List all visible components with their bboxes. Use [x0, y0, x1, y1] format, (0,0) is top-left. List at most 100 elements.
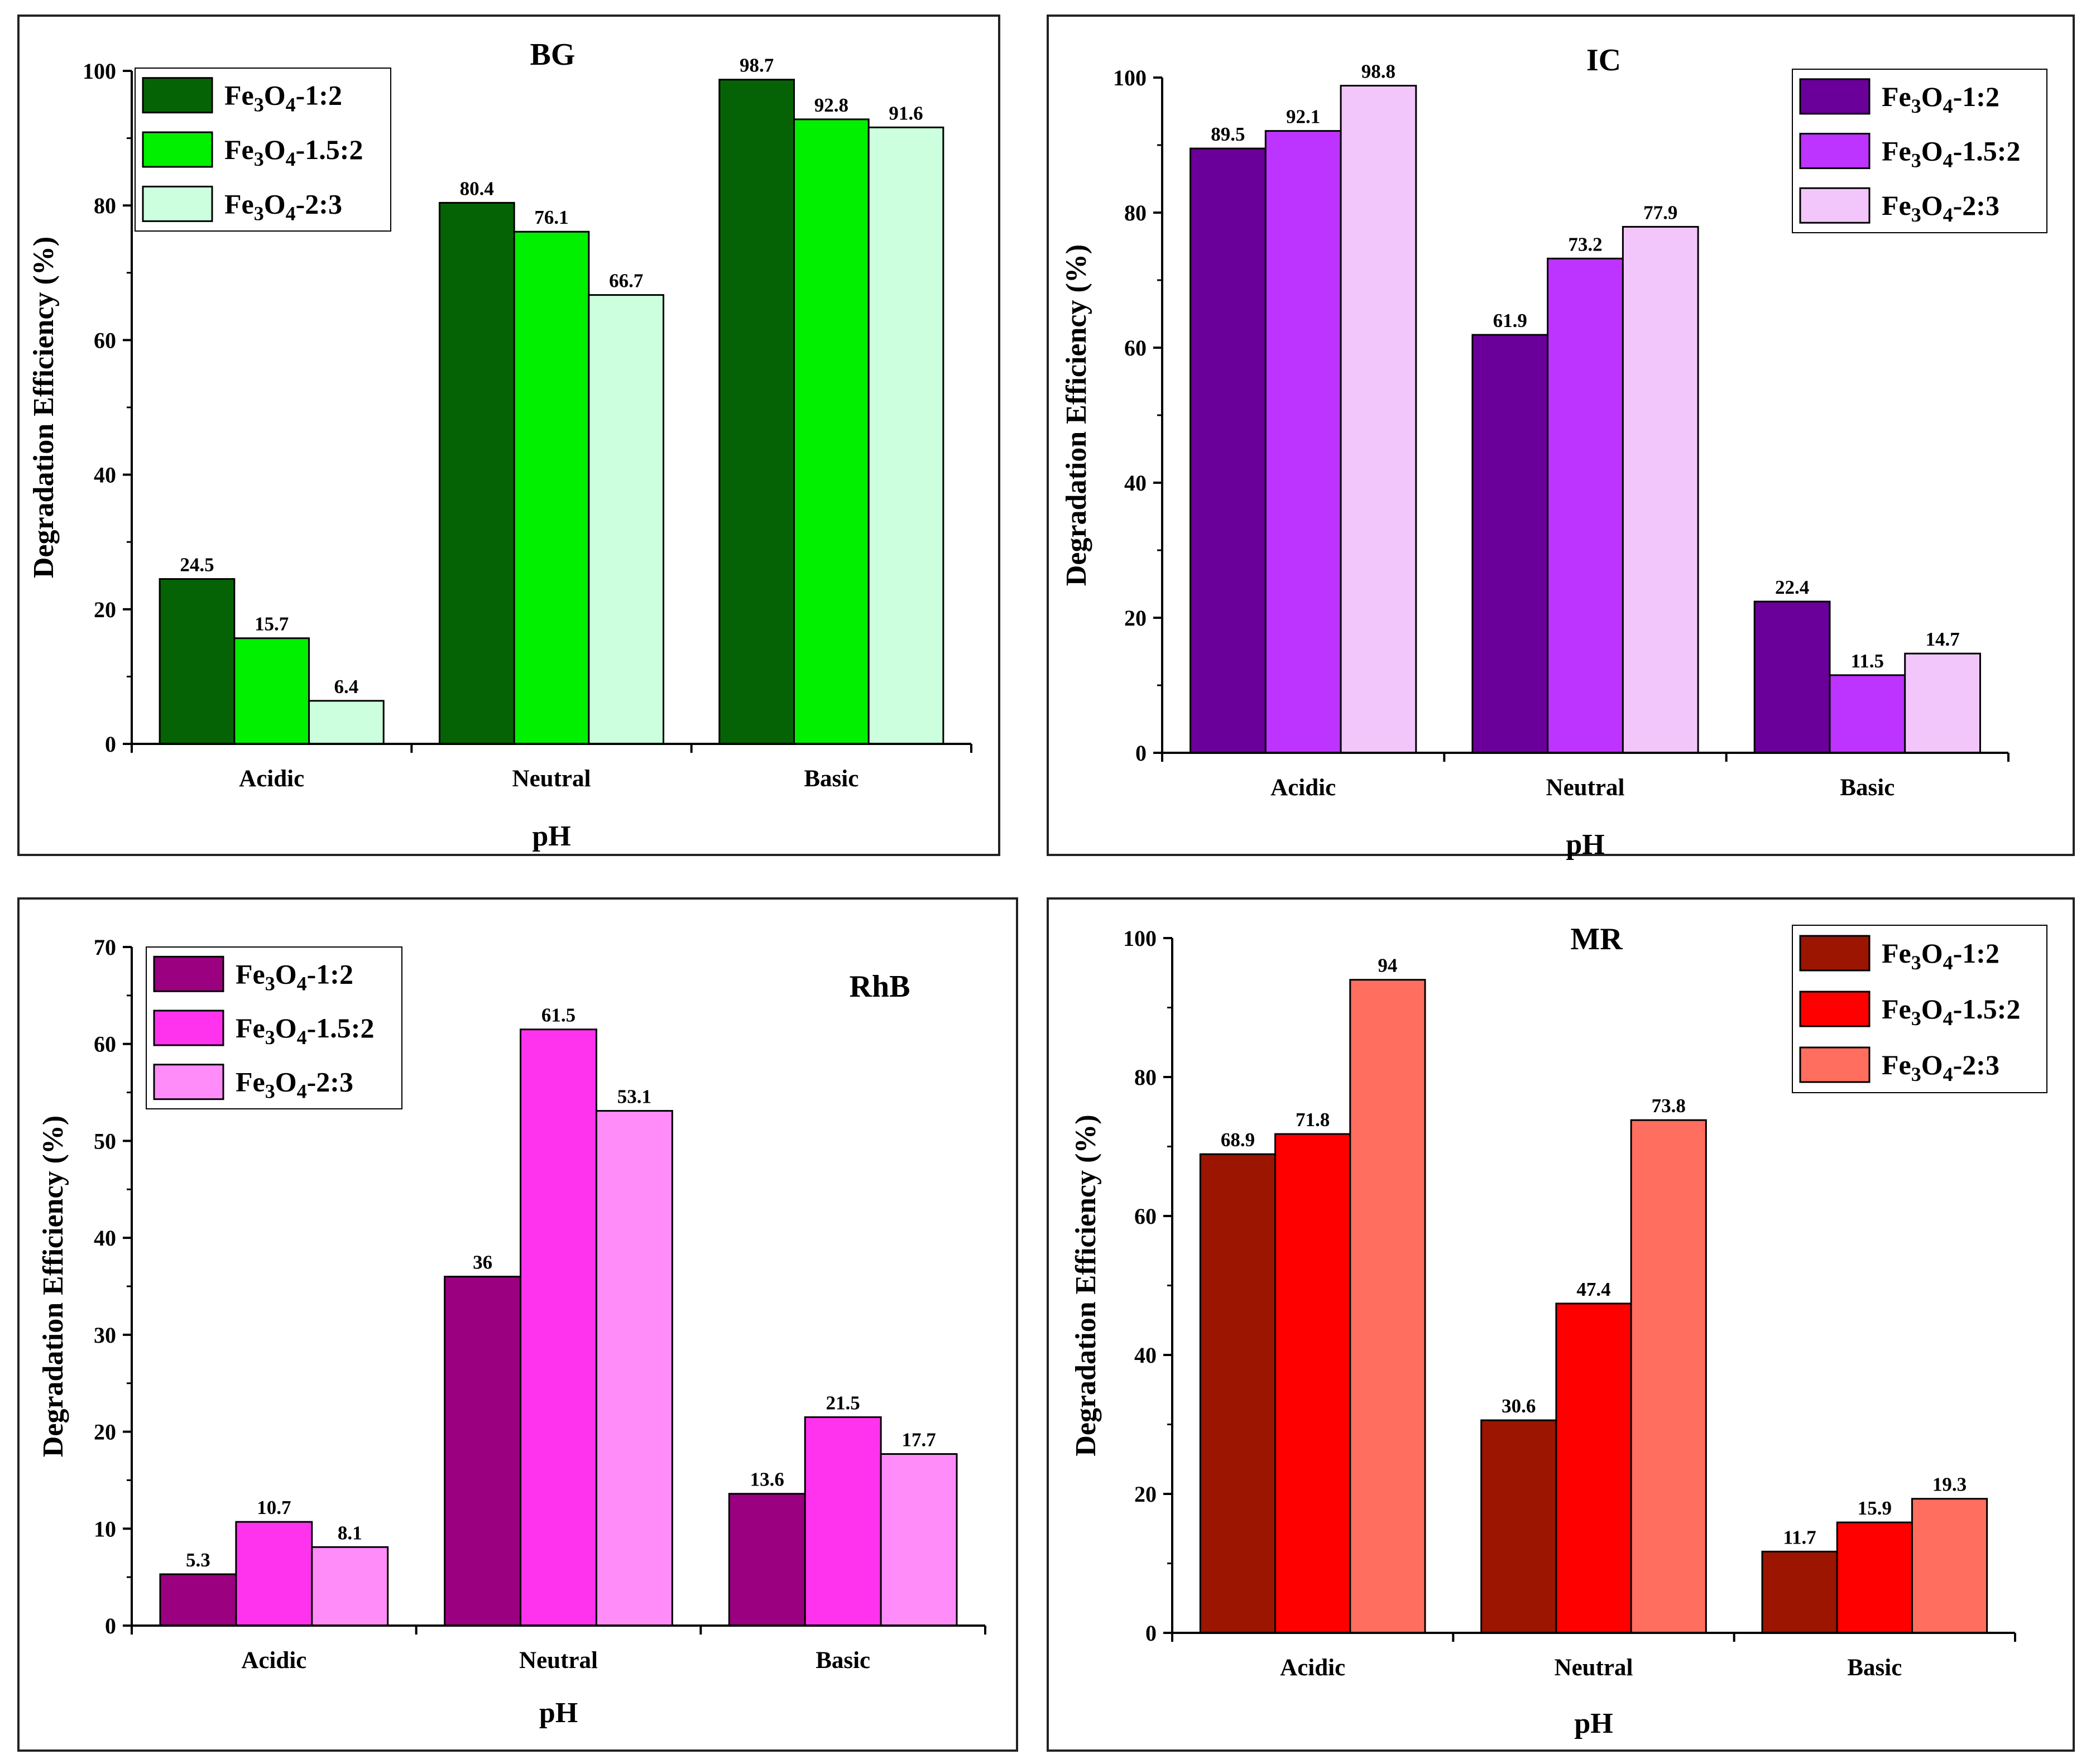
chart2-category-label: Basic: [1840, 775, 1895, 801]
chart4-legend-label: Fe3O4-1.5:2: [1882, 993, 2020, 1030]
chart2-value-label: 98.8: [1361, 61, 1395, 83]
chart3-bar-acidic-s1: [159, 1573, 237, 1627]
chart2-value-label: 92.1: [1286, 106, 1320, 128]
chart2-legend-label: Fe3O4-2:3: [1882, 190, 1999, 226]
chart1-category-label: Neutral: [512, 766, 591, 792]
chart4-bar-neutral-s1: [1480, 1419, 1557, 1634]
chart2-bar-neutral-s1: [1471, 334, 1549, 754]
chart4-y-tick-label: 20: [1134, 1482, 1157, 1507]
chart3-value-label: 21.5: [826, 1392, 860, 1414]
chart3-bar-neutral-s2: [520, 1028, 597, 1627]
chart1-value-label: 6.4: [334, 676, 358, 698]
chart1-value-label: 92.8: [814, 94, 848, 116]
chart4-category-label: Basic: [1847, 1655, 1902, 1681]
chart3-legend-swatch: [153, 1010, 224, 1046]
chart1-value-label: 66.7: [609, 270, 643, 292]
chart3-y-tick-label: 60: [94, 1032, 116, 1057]
chart1-frame: [17, 15, 1000, 856]
chart4-value-label: 11.7: [1783, 1526, 1816, 1548]
chart2-bar-basic-s3: [1904, 652, 1981, 754]
chart3-y-tick-label: 50: [94, 1128, 116, 1153]
chart3-value-label: 61.5: [541, 1004, 575, 1026]
chart3-bar-acidic-s3: [311, 1546, 389, 1627]
chart4-x-axis-title: pH: [1574, 1708, 1613, 1739]
chart4-bar-basic-s2: [1836, 1521, 1913, 1634]
chart2-category-label: Acidic: [1270, 775, 1336, 801]
chart2-value-label: 73.2: [1568, 233, 1602, 255]
chart1-y-tick-label: 0: [105, 732, 116, 757]
chart2-bar-basic-s1: [1753, 600, 1831, 754]
chart3-bar-neutral-s1: [444, 1276, 522, 1627]
chart3-value-label: 13.6: [750, 1469, 784, 1491]
chart2-y-tick-label: 100: [1113, 65, 1147, 90]
chart3-value-label: 5.3: [186, 1549, 210, 1571]
chart4-y-tick-label: 60: [1134, 1204, 1157, 1229]
chart4-bar-acidic-s1: [1199, 1153, 1277, 1634]
chart1-x-axis-title: pH: [532, 820, 570, 852]
chart2-legend-swatch: [1799, 78, 1871, 115]
chart2-bar-acidic-s2: [1264, 130, 1342, 754]
chart1-bg-panel: 24.5 15.7 6.4 80.4 76.1 66.7 98.7 92.8 91.6 0 20 40…: [17, 15, 1000, 856]
chart2-bar-neutral-s3: [1622, 225, 1699, 754]
chart3-y-tick-label: 20: [94, 1420, 116, 1445]
chart1-category-label: Acidic: [239, 766, 304, 792]
chart1-value-label: 91.6: [889, 102, 923, 124]
chart1-legend-label: Fe3O4-1.5:2: [224, 134, 363, 170]
chart3-category-label: Basic: [816, 1647, 870, 1674]
chart1-bar-acidic-s3: [308, 700, 385, 745]
chart3-y-axis-title: Degradation Efficiency (%): [37, 1116, 69, 1457]
chart2-y-tick-label: 80: [1124, 200, 1147, 225]
chart1-category-label: Basic: [804, 766, 859, 792]
chart3-y-tick-label: 40: [94, 1225, 116, 1251]
chart1-bar-acidic-s2: [233, 637, 310, 745]
chart1-y-tick-label: 100: [83, 59, 116, 84]
chart2-legend-swatch: [1799, 133, 1871, 169]
chart3-frame: [17, 897, 1018, 1752]
chart3-bar-basic-s3: [880, 1453, 958, 1627]
chart4-value-label: 30.6: [1502, 1395, 1536, 1417]
chart3-bar-acidic-s2: [235, 1521, 313, 1627]
chart3-bar-neutral-s3: [595, 1110, 673, 1627]
chart3-legend-label: Fe3O4-1.5:2: [236, 1012, 374, 1049]
chart1-bar-basic-s2: [793, 118, 870, 745]
chart1-bar-acidic-s1: [159, 578, 236, 745]
chart2-legend-label: Fe3O4-1.5:2: [1882, 136, 2020, 172]
chart2-frame: [1047, 15, 2075, 856]
chart2-ic-panel: 89.5 92.1 98.8 61.9 73.2 77.9 22.4 11.5 14.7 0 20 4…: [1047, 15, 2075, 861]
chart3-legend-label: Fe3O4-1:2: [236, 958, 353, 994]
chart3-value-label: 36: [473, 1252, 492, 1273]
chart4-y-tick-label: 100: [1123, 926, 1157, 951]
chart1-y-axis-title: Degradation Efficiency (%): [28, 237, 60, 578]
chart1-y-tick-label: 20: [94, 597, 116, 622]
chart3-y-tick-label: 0: [105, 1613, 116, 1638]
chart1-y-tick-label: 80: [94, 193, 116, 218]
chart1-legend-swatch: [142, 185, 213, 222]
chart2-bar-acidic-s3: [1340, 85, 1417, 754]
chart2-legend-label: Fe3O4-1:2: [1882, 81, 1999, 117]
chart1-bar-basic-s3: [867, 126, 944, 745]
chart3-category-label: Neutral: [519, 1647, 598, 1674]
chart1-legend-label: Fe3O4-1:2: [224, 80, 342, 116]
chart4-title: MR: [1570, 922, 1623, 956]
chart1-bar-neutral-s1: [438, 201, 515, 745]
chart4-bar-acidic-s3: [1349, 979, 1426, 1634]
chart2-bar-acidic-s1: [1190, 147, 1267, 754]
chart1-value-label: 24.5: [180, 554, 214, 576]
chart1-bar-neutral-s2: [513, 230, 590, 745]
chart1-bar-basic-s1: [718, 79, 795, 745]
chart4-bar-basic-s1: [1761, 1550, 1838, 1634]
chart4-value-label: 15.9: [1858, 1497, 1892, 1519]
chart1-legend-label: Fe3O4-2:3: [224, 188, 342, 224]
chart2-value-label: 61.9: [1493, 310, 1527, 331]
chart4-legend-label: Fe3O4-2:3: [1882, 1049, 1999, 1085]
chart3-value-label: 8.1: [338, 1522, 362, 1544]
chart4-value-label: 68.9: [1221, 1129, 1255, 1151]
chart3-category-label: Acidic: [241, 1647, 306, 1674]
chart1-y-tick-label: 60: [94, 328, 116, 353]
chart2-bar-neutral-s2: [1547, 257, 1624, 754]
chart1-value-label: 80.4: [460, 177, 494, 199]
chart3-bar-basic-s1: [728, 1493, 806, 1627]
chart3-value-label: 10.7: [257, 1497, 291, 1518]
chart2-value-label: 77.9: [1643, 201, 1677, 223]
